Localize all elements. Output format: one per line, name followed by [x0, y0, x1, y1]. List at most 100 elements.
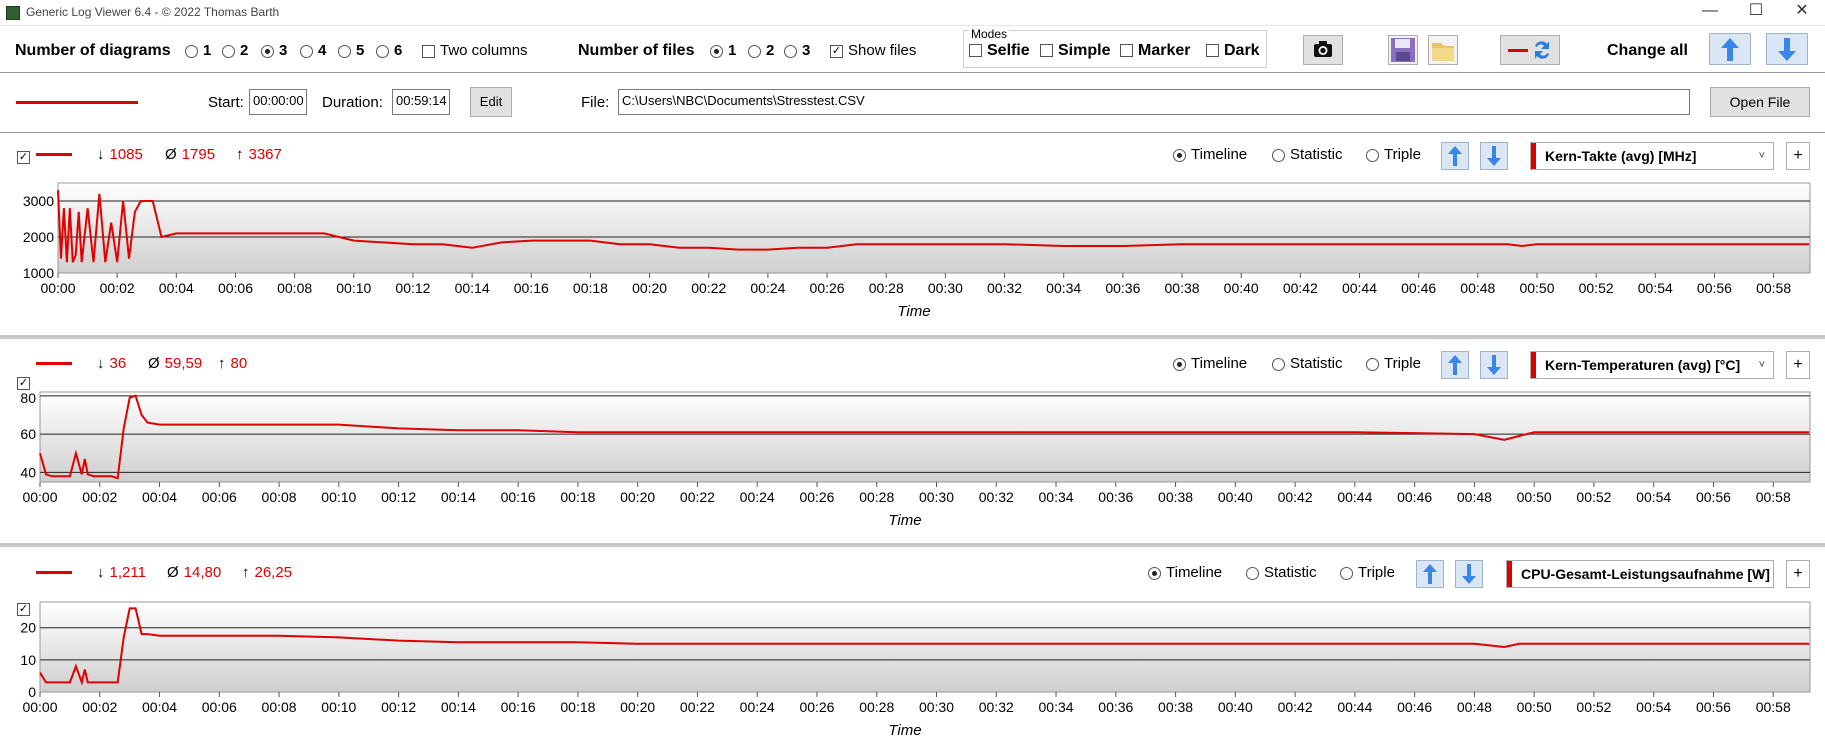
open-folder-button[interactable]	[1428, 35, 1458, 65]
toolbar-divider	[0, 72, 1825, 73]
x-tick-label: 00:22	[680, 699, 715, 715]
add-channel-button[interactable]: +	[1786, 142, 1810, 170]
view-mode-statistic[interactable]: Statistic	[1246, 564, 1317, 581]
radio-button[interactable]	[1340, 566, 1353, 580]
duration-field[interactable]: 00:59:14	[392, 89, 450, 115]
screenshot-button[interactable]	[1303, 35, 1343, 65]
mode-dark-checkbox[interactable]: Dark	[1206, 42, 1260, 60]
red-line-swap-icon	[1508, 41, 1549, 59]
stat-max-symbol: ↑	[236, 146, 244, 163]
maximize-button[interactable]: ☐	[1748, 2, 1764, 19]
two-columns-checkbox[interactable]: Two columns	[422, 42, 528, 59]
open-file-button[interactable]: Open File	[1710, 87, 1810, 117]
radio-button[interactable]	[300, 44, 313, 58]
view-mode-timeline[interactable]: Timeline	[1148, 564, 1222, 581]
view-mode-triple[interactable]: Triple	[1366, 146, 1421, 163]
plot-area	[39, 391, 1811, 483]
y-tick-label: 20	[20, 620, 36, 636]
show-files-checkbox[interactable]: ✓ Show files	[830, 42, 916, 59]
modes-label: Modes	[969, 27, 1010, 41]
file-color-line	[16, 101, 138, 104]
view-mode-timeline[interactable]: Timeline	[1173, 355, 1247, 372]
checkbox-box[interactable]	[1040, 44, 1053, 58]
view-mode-statistic[interactable]: Statistic	[1272, 146, 1343, 163]
radio-button[interactable]	[222, 44, 235, 58]
radio-button[interactable]	[338, 44, 351, 58]
x-tick-label: 00:50	[1517, 489, 1552, 505]
channel-select[interactable]: CPU-Gesamt-Leistungsaufnahme [W] ˅	[1506, 560, 1774, 588]
x-tick-label: 00:08	[262, 699, 297, 715]
x-tick-label: 00:14	[441, 699, 476, 715]
view-mode-triple[interactable]: Triple	[1366, 355, 1421, 372]
x-tick-label: 00:26	[799, 699, 834, 715]
panel-separator[interactable]	[0, 335, 1825, 339]
diagram-panel-3: ✓ ↓ 1,211 Ø 14,80 ↑ 26,25 Timeline Statistic Trip…	[0, 34, 1825, 739]
panel-visible-checkbox[interactable]: ✓	[17, 376, 30, 390]
move-panel-down-button[interactable]	[1480, 142, 1508, 170]
move-panel-up-button[interactable]	[1416, 560, 1444, 588]
start-time-field[interactable]: 00:00:00	[249, 89, 307, 115]
diagram-count-option-3[interactable]: 3	[261, 42, 287, 59]
radio-button[interactable]	[376, 44, 389, 58]
radio-button[interactable]	[1272, 148, 1285, 162]
channel-select[interactable]: Kern-Temperaturen (avg) [°C] ˅	[1530, 351, 1774, 379]
radio-button[interactable]	[748, 44, 761, 58]
panel-separator[interactable]	[0, 543, 1825, 547]
add-channel-button[interactable]: +	[1786, 351, 1810, 379]
panel-visible-checkbox[interactable]: ✓	[17, 150, 30, 164]
move-panel-up-button[interactable]	[1441, 142, 1469, 170]
radio-button[interactable]	[1173, 148, 1186, 162]
arrow-up-icon	[1448, 146, 1462, 166]
file-path-field[interactable]: C:\Users\NBC\Documents\Stresstest.CSV	[618, 89, 1690, 115]
checkbox-box[interactable]	[1120, 44, 1133, 58]
panel-visible-checkbox[interactable]: ✓	[17, 602, 30, 616]
diagram-count-option-2[interactable]: 2	[222, 42, 248, 59]
file-count-option-1[interactable]: 1	[710, 42, 736, 59]
swap-line-button[interactable]	[1500, 35, 1560, 65]
radio-button[interactable]	[261, 44, 274, 58]
mode-simple-checkbox[interactable]: Simple	[1040, 42, 1110, 60]
view-mode-statistic[interactable]: Statistic	[1272, 355, 1343, 372]
mode-marker-checkbox[interactable]: Marker	[1120, 42, 1190, 60]
radio-button[interactable]	[1272, 357, 1285, 371]
checkbox-box[interactable]	[422, 44, 435, 58]
radio-button[interactable]	[1366, 148, 1379, 162]
diagram-count-option-4[interactable]: 4	[300, 42, 326, 59]
chart-plot-2: 80 60 40	[20, 390, 1811, 483]
diagram-count-option-5[interactable]: 5	[338, 42, 364, 59]
radio-button[interactable]	[1246, 566, 1259, 580]
add-channel-button[interactable]: +	[1786, 560, 1810, 588]
checkbox-box[interactable]	[1206, 44, 1219, 58]
diagram-count-option-1[interactable]: 1	[185, 42, 211, 59]
radio-button[interactable]	[185, 44, 198, 58]
x-tick-label: 00:54	[1636, 489, 1671, 505]
move-all-up-button[interactable]	[1709, 33, 1751, 65]
view-mode-triple[interactable]: Triple	[1340, 564, 1395, 581]
edit-button[interactable]: Edit	[470, 87, 512, 117]
move-panel-down-button[interactable]	[1455, 560, 1483, 588]
file-count-option-2[interactable]: 2	[748, 42, 774, 59]
number-of-diagrams-label: Number of diagrams	[15, 42, 171, 59]
diagram-count-text: 2	[240, 42, 249, 59]
checkbox-checked[interactable]: ✓	[830, 44, 843, 58]
radio-button[interactable]	[1148, 566, 1161, 580]
channel-select[interactable]: Kern-Takte (avg) [MHz] ˅	[1530, 142, 1774, 170]
save-button[interactable]	[1388, 35, 1418, 65]
move-all-down-button[interactable]	[1766, 33, 1808, 65]
radio-button[interactable]	[1173, 357, 1186, 371]
close-button[interactable]: ✕	[1795, 2, 1809, 19]
radio-button[interactable]	[1366, 357, 1379, 371]
radio-button[interactable]	[784, 44, 797, 58]
x-tick-label: 00:50	[1519, 280, 1554, 296]
move-panel-up-button[interactable]	[1441, 351, 1469, 379]
file-count-option-3[interactable]: 3	[784, 42, 810, 59]
radio-button[interactable]	[710, 44, 723, 58]
diagram-count-option-6[interactable]: 6	[376, 42, 402, 59]
x-tick-label: 00:20	[620, 699, 655, 715]
checkbox-box[interactable]	[969, 44, 982, 58]
x-tick-label: 00:56	[1696, 489, 1731, 505]
minimize-button[interactable]: —	[1702, 2, 1718, 19]
mode-selfie-checkbox[interactable]: Selfie	[969, 42, 1030, 60]
view-mode-timeline[interactable]: Timeline	[1173, 146, 1247, 163]
move-panel-down-button[interactable]	[1480, 351, 1508, 379]
